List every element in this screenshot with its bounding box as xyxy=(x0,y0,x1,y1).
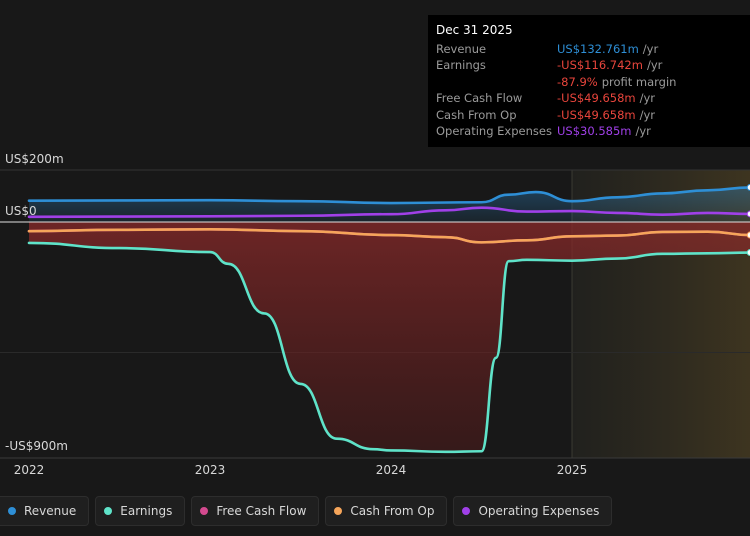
y-axis-label-bottom: -US$900m xyxy=(5,439,68,453)
legend-item-free-cash-flow[interactable]: Free Cash Flow xyxy=(191,496,320,526)
legend-item-revenue[interactable]: Revenue xyxy=(0,496,90,526)
cash-from-op-line xyxy=(27,228,750,244)
tooltip-panel: Dec 31 2025 Revenue US$132.761m /yr Earn… xyxy=(428,15,750,147)
tooltip-unit: /yr xyxy=(635,124,651,138)
legend-label: Earnings xyxy=(120,504,173,518)
operating-expenses-dot-icon xyxy=(462,507,471,515)
tooltip-value: -US$116.742m xyxy=(557,58,643,72)
revenue-endpoint xyxy=(746,183,750,191)
earnings-line xyxy=(27,241,750,454)
tooltip-label xyxy=(436,74,557,91)
tooltip-label: Revenue xyxy=(436,41,487,56)
tooltip-label: Cash From Op xyxy=(436,107,517,122)
tooltip-label: Free Cash Flow xyxy=(436,91,523,105)
legend-item-earnings[interactable]: Earnings xyxy=(95,496,186,526)
y-axis-label-top: US$200m xyxy=(5,152,64,166)
legend-item-cash-from-op[interactable]: Cash From Op xyxy=(325,496,448,526)
tooltip-date: Dec 31 2025 xyxy=(436,23,513,37)
tooltip-row-revenue: Revenue US$132.761m /yr xyxy=(436,41,742,58)
tooltip-row-operating-expenses: Operating Expenses US$30.585m /yr xyxy=(436,123,742,140)
legend-label: Revenue xyxy=(24,504,77,518)
legend: Revenue Earnings Free Cash Flow Cash Fro… xyxy=(0,496,613,526)
tooltip-value: -US$49.658m xyxy=(557,107,636,122)
tooltip-label: Earnings xyxy=(436,58,486,72)
tooltip-unit: profit margin xyxy=(601,74,677,89)
legend-label: Free Cash Flow xyxy=(216,504,307,518)
legend-label: Operating Expenses xyxy=(478,504,600,518)
chart-area: US$200m US$0 -US$900m 2022 2023 2024 2025 xyxy=(0,152,750,477)
operating-expenses-line xyxy=(27,206,750,219)
tooltip-unit: /yr xyxy=(639,91,656,105)
x-tick-label: 2024 xyxy=(376,463,407,477)
cash-from-op-dot-icon xyxy=(334,507,343,515)
tooltip-value: US$132.761m xyxy=(557,41,639,56)
tooltip-label: Operating Expenses xyxy=(436,124,552,138)
tooltip-unit: /yr xyxy=(639,107,656,122)
legend-label: Cash From Op xyxy=(350,504,435,518)
x-tick-label: 2023 xyxy=(195,463,226,477)
tooltip-row-free-cash-flow: Free Cash Flow -US$49.658m /yr xyxy=(436,90,742,107)
tooltip-value: -US$49.658m xyxy=(557,91,636,105)
x-tick-label: 2025 xyxy=(557,463,588,477)
revenue-area xyxy=(29,187,750,222)
y-axis-label-zero: US$0 xyxy=(5,204,37,218)
earnings-dot-icon xyxy=(104,507,113,515)
operating-expenses-endpoint xyxy=(746,210,750,218)
tooltip-row-earnings: Earnings -US$116.742m /yr xyxy=(436,57,742,74)
tooltip-row-profit-margin: -87.9% profit margin xyxy=(436,74,742,91)
tooltip-unit: /yr xyxy=(642,41,659,56)
revenue-line xyxy=(27,186,750,205)
free-cash-flow-dot-icon xyxy=(200,507,209,515)
tooltip-unit: /yr xyxy=(646,58,663,72)
tooltip-value: -87.9% xyxy=(557,74,598,89)
legend-item-operating-expenses[interactable]: Operating Expenses xyxy=(453,496,613,526)
cash-from-op-endpoint xyxy=(746,231,750,239)
tooltip-value: US$30.585m xyxy=(557,124,632,138)
revenue-dot-icon xyxy=(8,507,16,515)
tooltip-row-cash-from-op: Cash From Op -US$49.658m /yr xyxy=(436,107,742,124)
earnings-endpoint xyxy=(746,249,750,257)
earnings-area xyxy=(29,222,750,452)
x-tick-label: 2022 xyxy=(14,463,45,477)
